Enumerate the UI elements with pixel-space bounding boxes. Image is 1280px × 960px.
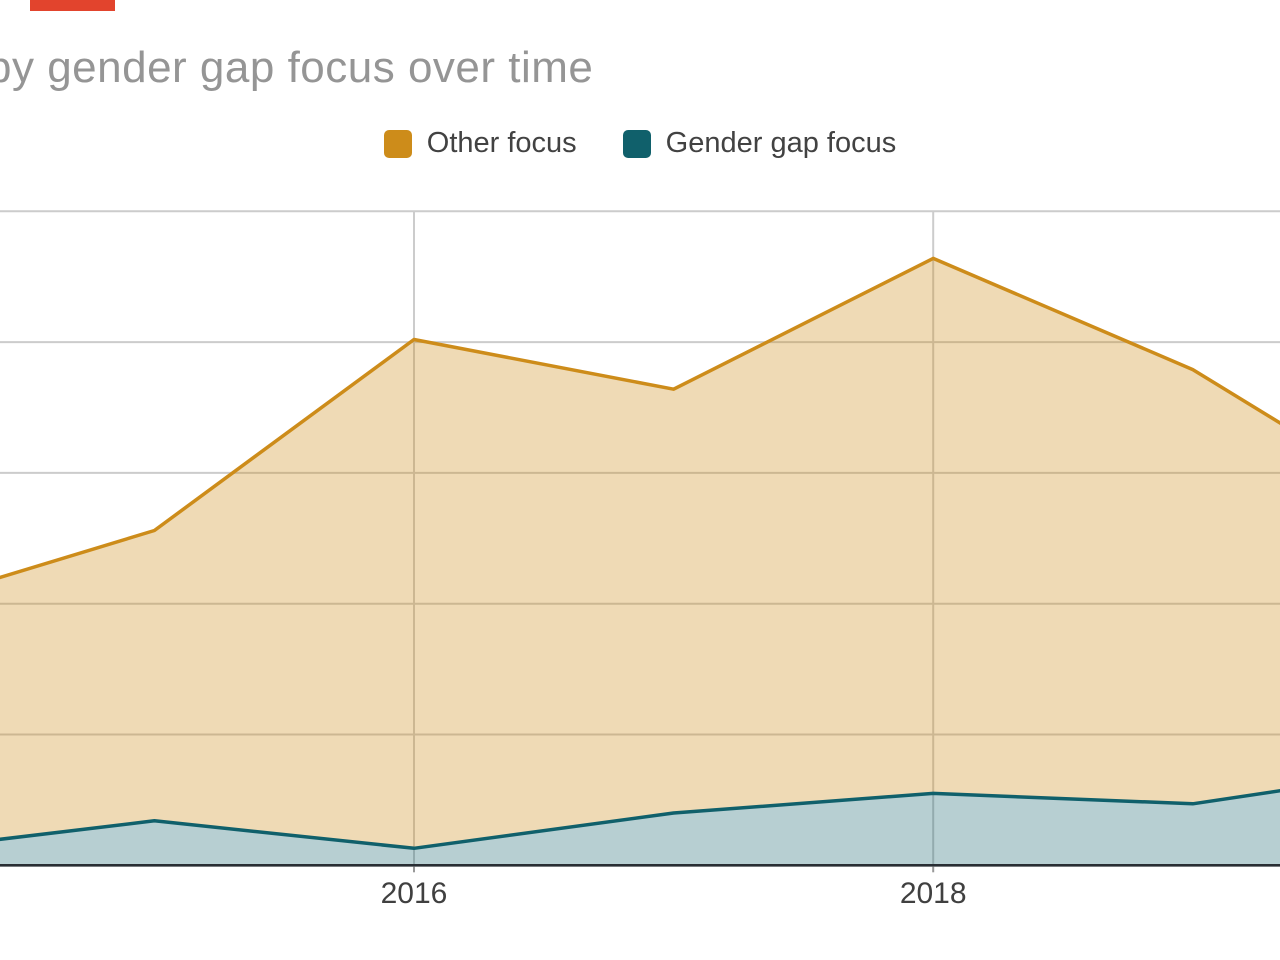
chart-title: by gender gap focus over time: [0, 43, 594, 92]
chart-legend: Other focus Gender gap focus: [0, 129, 1280, 158]
legend-swatch-other-focus: [383, 129, 412, 158]
legend-item-other-focus: Other focus: [383, 127, 577, 159]
x-axis-tick-label-2016: 2016: [380, 877, 448, 910]
legend-label-other-focus: Other focus: [426, 127, 577, 159]
red-accent-bar: [30, 0, 115, 11]
legend-swatch-gender-gap-focus: [622, 129, 651, 158]
legend-label-gender-gap-focus: Gender gap focus: [665, 127, 897, 159]
legend-item-gender-gap-focus: Gender gap focus: [622, 127, 897, 159]
x-axis-tick-label-2018: 2018: [899, 877, 967, 910]
